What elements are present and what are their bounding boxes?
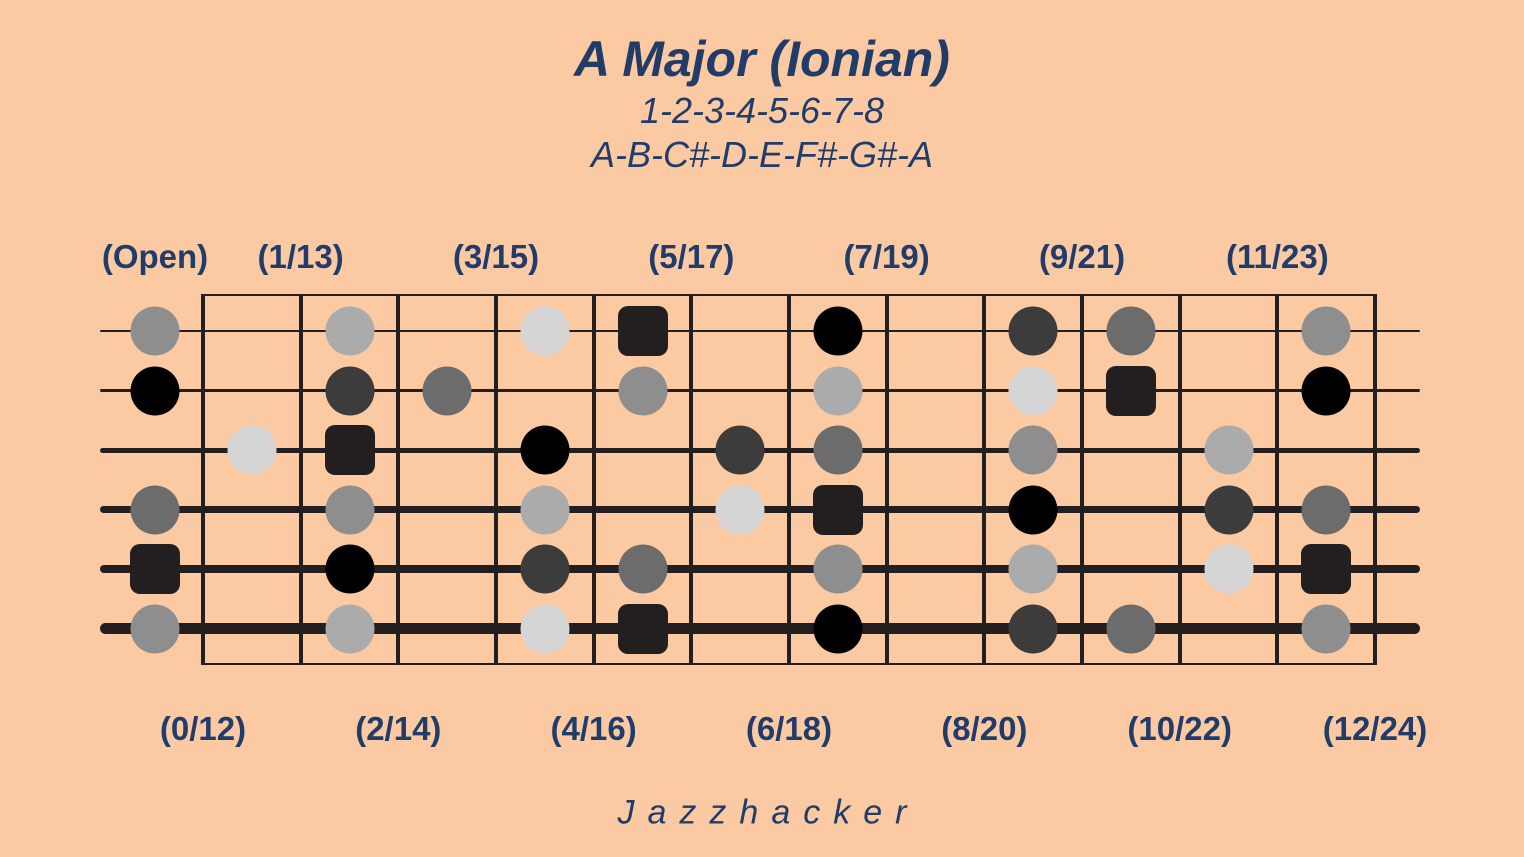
fret-label-bottom: (6/18) bbox=[745, 710, 833, 747]
note-dot bbox=[1106, 306, 1156, 356]
note-dot bbox=[618, 544, 667, 594]
note-dot bbox=[1008, 366, 1058, 415]
note-dot bbox=[715, 485, 765, 534]
scale-title: A Major (Ionian) bbox=[574, 31, 950, 87]
root-note-dot bbox=[617, 603, 668, 654]
string-2 bbox=[100, 389, 1420, 392]
note-dot bbox=[227, 425, 277, 475]
fret-label-bottom: (2/14) bbox=[355, 710, 442, 747]
fret-label-bottom: (0/12) bbox=[159, 710, 247, 747]
scale-degrees: 1-2-3-4-5-6-7-8 bbox=[639, 90, 885, 131]
fret-line bbox=[396, 295, 401, 664]
fret-label-top: (3/15) bbox=[452, 238, 540, 275]
nut-line bbox=[201, 295, 205, 664]
note-dot bbox=[813, 306, 863, 356]
note-dot bbox=[1204, 485, 1253, 534]
fret-label-bottom: (8/20) bbox=[941, 710, 1028, 747]
fret-line bbox=[298, 295, 303, 664]
note-dot bbox=[1301, 366, 1351, 415]
note-dot bbox=[1008, 425, 1058, 475]
note-dot bbox=[715, 425, 765, 475]
note-dot bbox=[813, 366, 863, 415]
scale-notes: A-B-C#-D-E-F#-G#-A bbox=[590, 134, 934, 175]
note-dot bbox=[813, 604, 863, 653]
note-dot bbox=[325, 366, 374, 415]
note-dot bbox=[520, 306, 570, 356]
note-dot bbox=[130, 485, 180, 534]
note-dot bbox=[1204, 544, 1253, 594]
fret-label-bottom: (12/24) bbox=[1322, 710, 1428, 747]
note-dot bbox=[1008, 604, 1058, 653]
root-note-dot bbox=[324, 425, 375, 475]
fret-line bbox=[884, 295, 889, 664]
fret-line bbox=[591, 295, 596, 664]
fret-label-top: (5/17) bbox=[648, 238, 735, 275]
string-6 bbox=[100, 623, 1420, 634]
brand-footer: Jazzhacker bbox=[617, 793, 920, 832]
fret-line bbox=[982, 295, 987, 664]
root-note-dot bbox=[812, 484, 863, 535]
fret-label-bottom: (10/22) bbox=[1127, 710, 1232, 747]
note-dot bbox=[618, 366, 667, 415]
note-dot bbox=[1204, 425, 1253, 475]
fret-label-top: (Open) bbox=[101, 238, 209, 275]
fret-line bbox=[1373, 295, 1377, 664]
note-dot bbox=[130, 366, 180, 415]
fret-label-top: (9/21) bbox=[1038, 238, 1126, 275]
fret-line bbox=[1177, 295, 1182, 664]
note-dot bbox=[325, 306, 374, 356]
note-dot bbox=[422, 366, 472, 415]
note-dot bbox=[1301, 306, 1351, 356]
root-note-dot bbox=[617, 306, 668, 356]
note-dot bbox=[1301, 604, 1351, 653]
note-dot bbox=[1301, 485, 1351, 534]
fret-line bbox=[787, 295, 791, 664]
fret-line bbox=[494, 295, 498, 664]
note-dot bbox=[520, 544, 570, 594]
note-dot bbox=[325, 485, 374, 534]
fret-line bbox=[1080, 295, 1084, 664]
note-dot bbox=[130, 306, 180, 356]
root-note-dot bbox=[130, 544, 180, 594]
fret-line bbox=[689, 295, 694, 664]
fret-label-top: (11/23) bbox=[1225, 238, 1329, 275]
note-dot bbox=[520, 485, 570, 534]
root-note-dot bbox=[1301, 544, 1352, 594]
note-dot bbox=[520, 604, 570, 653]
note-dot bbox=[813, 544, 863, 594]
note-dot bbox=[1008, 306, 1058, 356]
note-dot bbox=[130, 604, 180, 653]
note-dot bbox=[813, 425, 863, 475]
fret-label-top: (7/19) bbox=[843, 238, 930, 275]
note-dot bbox=[520, 425, 570, 475]
note-dot bbox=[1008, 485, 1058, 534]
root-note-dot bbox=[1105, 365, 1156, 416]
note-dot bbox=[325, 604, 374, 653]
note-dot bbox=[1008, 544, 1058, 594]
note-dot bbox=[325, 544, 374, 594]
fret-line bbox=[1275, 295, 1280, 664]
board-top-border bbox=[201, 293, 1377, 297]
string-5 bbox=[100, 564, 1420, 574]
note-dot bbox=[1106, 604, 1156, 653]
fret-label-bottom: (4/16) bbox=[550, 710, 637, 747]
fret-label-top: (1/13) bbox=[257, 238, 344, 275]
string-1 bbox=[100, 330, 1420, 332]
